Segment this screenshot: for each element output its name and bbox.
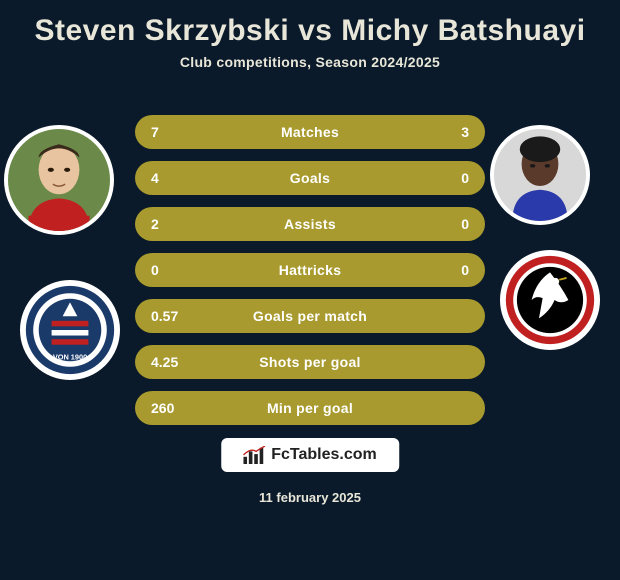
stat-left-value: 2	[151, 216, 191, 232]
stat-left-value: 0.57	[151, 308, 191, 324]
stat-label: Goals	[191, 170, 429, 186]
stat-row: 4.25 Shots per goal	[135, 345, 485, 379]
stat-row: 0 Hattricks 0	[135, 253, 485, 287]
player-headshot-icon	[8, 129, 110, 231]
stat-right-value: 3	[429, 124, 469, 140]
stat-label: Shots per goal	[191, 354, 429, 370]
stat-row: 260 Min per goal	[135, 391, 485, 425]
stat-left-value: 260	[151, 400, 191, 416]
player-headshot-icon	[494, 129, 586, 221]
stat-row: 2 Assists 0	[135, 207, 485, 241]
page-title: Steven Skrzybski vs Michy Batshuayi	[0, 0, 620, 54]
stat-left-value: 7	[151, 124, 191, 140]
stat-left-value: 4.25	[151, 354, 191, 370]
brand-badge[interactable]: FcTables.com	[221, 438, 399, 472]
club-right-crest	[500, 250, 600, 350]
stat-label: Min per goal	[191, 400, 429, 416]
club-left-crest: VON 1900	[20, 280, 120, 380]
stats-container: 7 Matches 3 4 Goals 0 2 Assists 0 0 Hatt…	[135, 115, 485, 437]
svg-text:VON 1900: VON 1900	[53, 352, 87, 361]
stat-label: Goals per match	[191, 308, 429, 324]
stat-row: 0.57 Goals per match	[135, 299, 485, 333]
stat-right-value: 0	[429, 262, 469, 278]
bar-chart-icon	[243, 446, 265, 464]
player-left-avatar	[4, 125, 114, 235]
player-right-avatar	[490, 125, 590, 225]
brand-text: FcTables.com	[271, 446, 377, 464]
stat-label: Assists	[191, 216, 429, 232]
stat-label: Hattricks	[191, 262, 429, 278]
eintracht-frankfurt-crest-icon	[504, 254, 596, 346]
stat-left-value: 4	[151, 170, 191, 186]
footer-date: 11 february 2025	[0, 490, 620, 505]
stat-row: 7 Matches 3	[135, 115, 485, 149]
stat-right-value: 0	[429, 216, 469, 232]
stat-right-value: 0	[429, 170, 469, 186]
page-subtitle: Club competitions, Season 2024/2025	[0, 54, 620, 70]
stat-left-value: 0	[151, 262, 191, 278]
holstein-kiel-crest-icon: VON 1900	[24, 284, 116, 376]
stat-row: 4 Goals 0	[135, 161, 485, 195]
stat-label: Matches	[191, 124, 429, 140]
